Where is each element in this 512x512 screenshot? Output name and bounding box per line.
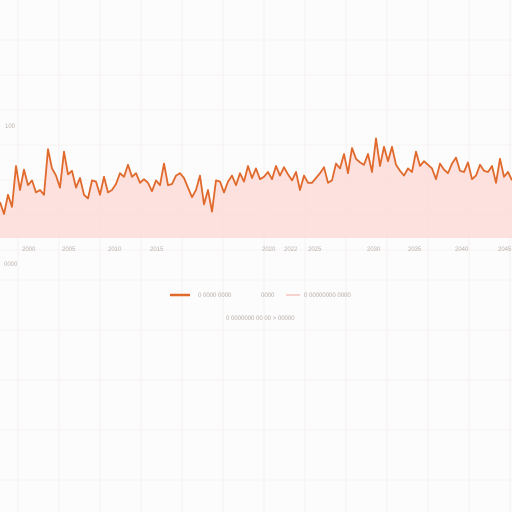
x-tick-label: 2000 bbox=[22, 247, 36, 253]
legend: 0 0000 0000 0000 0 00000000 0000 bbox=[170, 293, 351, 299]
legend-label-series-1: 0 0000 0000 bbox=[198, 293, 232, 299]
legend-label-series-2: 0 00000000 0000 bbox=[304, 293, 351, 299]
x-tick-label: 2030 bbox=[367, 247, 381, 253]
series-area bbox=[0, 138, 512, 238]
x-tick-label: 2025 bbox=[308, 247, 322, 253]
x-tick-label: 2005 bbox=[62, 247, 76, 253]
x-axis-ticks: 2000 2005 2010 2015 2020 2022 2025 2030 2035 2040… bbox=[22, 247, 512, 253]
y-tick-label-top: 100 bbox=[5, 124, 16, 130]
legend-extra-label: 0000 bbox=[261, 293, 275, 299]
x-tick-label: 2015 bbox=[150, 247, 164, 253]
x-tick-label: 2022 bbox=[284, 247, 298, 253]
x-tick-label: 2040 bbox=[455, 247, 469, 253]
x-tick-label: 2010 bbox=[108, 247, 122, 253]
footer-note: 0 0000000 00 00 > 00000 bbox=[226, 316, 295, 322]
x-tick-label: 2045 bbox=[498, 247, 512, 253]
x-tick-label: 2020 bbox=[262, 247, 276, 253]
y-tick-label-bottom: 0000 bbox=[4, 262, 18, 268]
series-line bbox=[0, 137, 512, 215]
x-tick-label: 2035 bbox=[408, 247, 422, 253]
